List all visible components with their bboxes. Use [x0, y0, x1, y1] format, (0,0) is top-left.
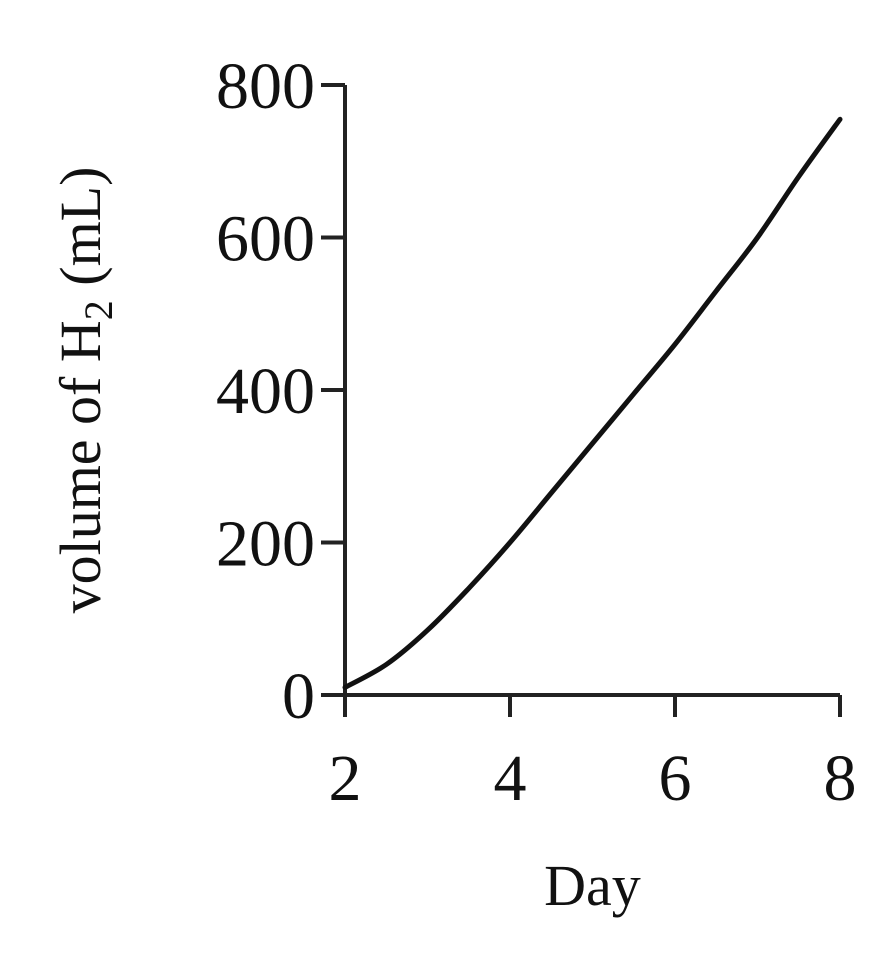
x-tick-label: 6 [659, 742, 692, 815]
y-axis: 0 200 400 600 800 [216, 50, 347, 733]
x-axis-title: Day [544, 853, 641, 918]
x-axis: 2 4 6 8 [329, 693, 857, 815]
x-tick-label: 4 [494, 742, 527, 815]
x-tick-group: 2 4 6 8 [329, 695, 857, 815]
y-tick-label: 200 [216, 508, 315, 581]
y-axis-title-subscript: 2 [76, 300, 121, 320]
x-tick-label: 8 [824, 742, 857, 815]
y-axis-title-main: volume of H [48, 320, 113, 613]
y-tick-label: 600 [216, 203, 315, 276]
y-tick-label: 800 [216, 50, 315, 123]
y-tick-label: 400 [216, 355, 315, 428]
y-axis-title-unit: (mL) [48, 167, 113, 301]
y-tick-label: 0 [282, 660, 315, 733]
x-tick-label: 2 [329, 742, 362, 815]
series-line [342, 116, 843, 690]
y-tick-group: 0 200 400 600 800 [216, 50, 345, 733]
y-axis-title: volume of H2 (mL) [48, 167, 121, 614]
